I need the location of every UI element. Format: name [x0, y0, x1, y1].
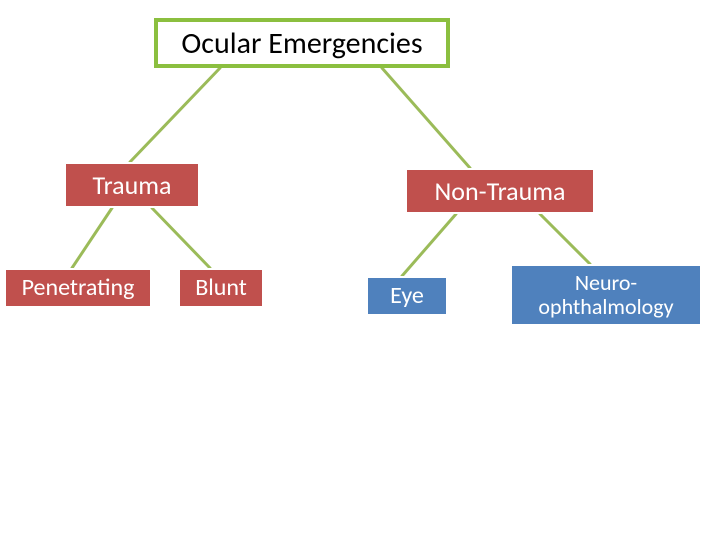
node-penetrating: Penetrating [4, 268, 152, 308]
node-neuro-label: Neuro- ophthalmology [538, 271, 673, 319]
node-penetrating-label: Penetrating [22, 275, 135, 301]
node-root-label: Ocular Emergencies [181, 27, 422, 60]
node-eye: Eye [366, 276, 448, 316]
node-trauma: Trauma [64, 162, 200, 208]
node-neuro: Neuro- ophthalmology [510, 264, 702, 326]
node-nontrauma: Non-Trauma [405, 168, 595, 214]
node-eye-label: Eye [390, 283, 424, 309]
node-blunt-label: Blunt [195, 275, 247, 301]
node-blunt: Blunt [178, 268, 264, 308]
node-trauma-label: Trauma [93, 171, 172, 200]
node-root: Ocular Emergencies [154, 18, 450, 68]
node-nontrauma-label: Non-Trauma [434, 177, 565, 206]
